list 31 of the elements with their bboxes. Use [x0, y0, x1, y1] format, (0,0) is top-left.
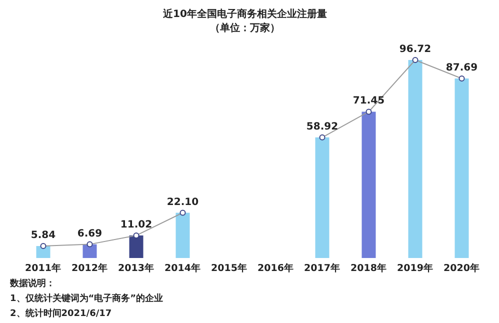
bar — [408, 60, 422, 258]
chart-title: 近10年全国电子商务相关企业注册量 — [162, 8, 327, 20]
bar — [36, 246, 50, 258]
data-label: 71.45 — [352, 96, 385, 107]
x-tick-label: 2011年 — [25, 262, 62, 274]
x-tick-label: 2018年 — [350, 262, 387, 274]
data-label: 11.02 — [120, 219, 152, 230]
data-label: 5.84 — [30, 230, 56, 242]
data-label: 96.72 — [399, 44, 432, 55]
text: 数据说明： — [9, 278, 55, 289]
data-label: 6.69 — [77, 228, 102, 240]
x-tick-label: 2019年 — [397, 262, 434, 274]
data-label: 22.10 — [166, 196, 199, 208]
text: 2、统计时间2021/6/17 — [10, 308, 112, 319]
chart-subtitle: （单位：万家） — [210, 22, 280, 34]
x-tick-label: 2015年 — [211, 262, 248, 274]
bar — [129, 235, 144, 258]
data-label: 87.69 — [446, 62, 478, 74]
text: 1、仅统计关键词为“电子商务”的企业 — [10, 293, 164, 304]
x-tick-label: 2012年 — [72, 262, 108, 274]
x-tick-label: 2016年 — [258, 262, 294, 274]
bar — [454, 78, 469, 258]
bar — [315, 137, 330, 258]
x-tick-label: 2013年 — [118, 262, 154, 274]
bar — [176, 212, 190, 258]
x-tick-label: 2014年 — [164, 262, 201, 274]
data-label: 58.92 — [306, 121, 338, 132]
bar — [362, 112, 376, 258]
x-tick-label: 2020年 — [444, 262, 480, 274]
bar — [82, 244, 97, 258]
x-tick-label: 2017年 — [304, 262, 340, 274]
